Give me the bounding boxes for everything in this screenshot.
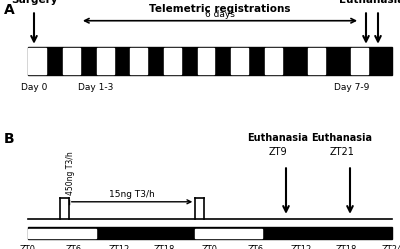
Bar (231, 48, 248, 74)
Text: Euthanasia: Euthanasia (339, 0, 400, 5)
Bar (28, 48, 46, 74)
Bar (28, 47, 392, 75)
Text: A: A (4, 2, 15, 17)
Text: Euthanasia: Euthanasia (248, 133, 308, 143)
Bar (63, 48, 80, 74)
Bar (97, 48, 114, 74)
Text: ZT12: ZT12 (108, 246, 130, 249)
Bar (130, 48, 147, 74)
Text: ZT0: ZT0 (202, 246, 218, 249)
Text: 6 days: 6 days (205, 10, 235, 19)
Text: Surgery: Surgery (11, 0, 57, 5)
Bar (198, 48, 214, 74)
Bar (164, 48, 181, 74)
Text: ZT0: ZT0 (20, 246, 36, 249)
Text: Day 7-9: Day 7-9 (334, 83, 370, 92)
Bar (28, 228, 392, 240)
Text: ZT12: ZT12 (290, 246, 312, 249)
Text: Day 1-3: Day 1-3 (78, 83, 114, 92)
Text: ZT9: ZT9 (269, 147, 287, 157)
Text: B: B (4, 132, 15, 146)
Text: Telemetric registrations: Telemetric registrations (149, 4, 291, 14)
Text: ZT24: ZT24 (381, 246, 400, 249)
Text: 450ng T3/h: 450ng T3/h (66, 151, 76, 195)
Text: ZT6: ZT6 (248, 246, 264, 249)
Text: Day 0: Day 0 (21, 83, 47, 92)
Text: 15ng T3/h: 15ng T3/h (109, 190, 155, 199)
Text: ZT6: ZT6 (66, 246, 82, 249)
Bar (351, 48, 368, 74)
Bar (28, 229, 96, 238)
Bar (195, 229, 262, 238)
Text: ZT21: ZT21 (330, 147, 354, 157)
Text: ZT18: ZT18 (336, 246, 357, 249)
Text: Euthanasia: Euthanasia (312, 133, 372, 143)
Bar (265, 48, 282, 74)
Text: ZT18: ZT18 (154, 246, 175, 249)
Bar (308, 48, 325, 74)
